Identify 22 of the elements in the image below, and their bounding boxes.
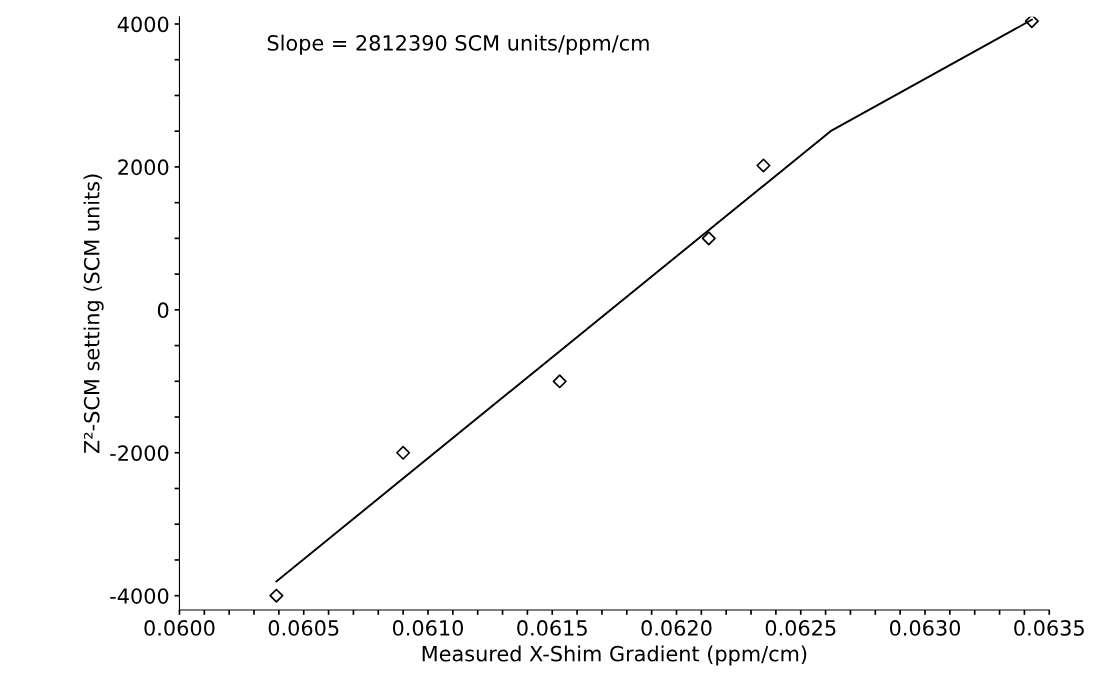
point [396, 445, 411, 460]
x-tick-label: 0.0630 [889, 620, 961, 636]
x-tick-label: 0.0610 [392, 620, 464, 636]
y-tick-label: 4000 [117, 16, 169, 33]
y-tick-label: -4000 [110, 588, 169, 604]
x-tick-label: 0.0605 [268, 620, 339, 636]
x-tick-label: 0.0620 [641, 620, 712, 636]
point [269, 588, 284, 603]
x-tick-label: 0.0635 [1014, 620, 1084, 636]
point [1024, 16, 1039, 29]
x-tick-label: 0.0600 [144, 620, 215, 636]
x-axis-title: Measured X-Shim Gradient (ppm/cm) [422, 645, 807, 666]
point [756, 158, 771, 173]
point [701, 231, 716, 246]
point [552, 374, 567, 389]
y-tick-label: 0 [157, 302, 169, 319]
y-tick-label: 2000 [118, 159, 169, 176]
x-tick-label: 0.0625 [765, 620, 836, 636]
x-tick-label: 0.0615 [517, 620, 587, 636]
y-tick-label: -2000 [110, 445, 169, 461]
annotation: Slope = 2812390 SCM units/ppm/cm [267, 34, 649, 55]
y-axis-title: Z²-SCM setting (SCM units) [83, 174, 104, 454]
